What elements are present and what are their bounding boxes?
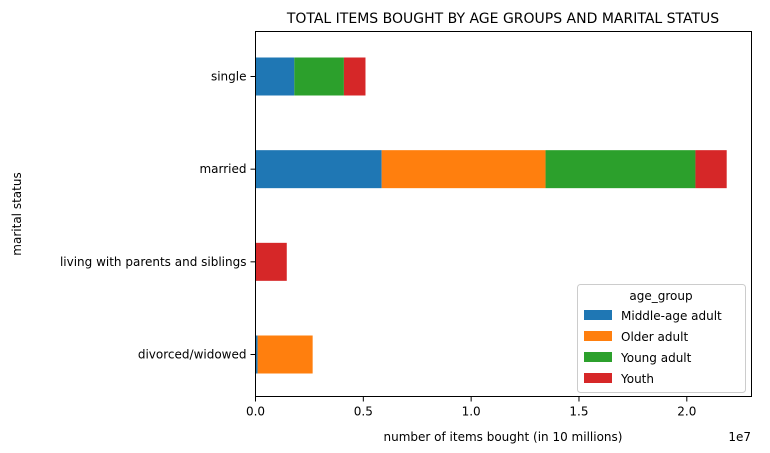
legend-swatch: [584, 373, 612, 383]
bar-single-young-adult: [294, 57, 344, 96]
legend-swatch: [584, 331, 612, 341]
bar-divorced-widowed-older-adult: [257, 335, 313, 374]
legend-title: age_group: [629, 289, 692, 303]
legend-box: [577, 284, 746, 393]
legend: age_group Middle-age adult Older adult You…: [577, 284, 746, 393]
legend-label: Youth: [620, 372, 654, 386]
plot-bars: [255, 57, 727, 374]
x-tick-label: 0.5: [354, 405, 373, 419]
x-tick-label: 0.0: [246, 405, 265, 419]
bar-married-middle-age-adult: [255, 150, 382, 189]
bar-married-youth: [695, 150, 727, 189]
y-tick-label: single: [211, 70, 247, 84]
x-tick-label: 2.0: [677, 405, 696, 419]
x-axis-label: number of items bought (in 10 millions): [384, 430, 623, 444]
y-tick-label: married: [199, 162, 246, 176]
bar-single-middle-age-adult: [255, 57, 295, 96]
legend-items: Middle-age adult Older adult Young adult Yo…: [584, 309, 722, 386]
x-tick-label: 1.0: [462, 405, 481, 419]
legend-swatch: [584, 310, 612, 320]
bar-living-with-parents-and-siblings-youth: [255, 242, 287, 281]
y-tick-label: living with parents and siblings: [60, 255, 247, 269]
bar-married-young-adult: [545, 150, 696, 189]
y-axis-ticks: divorced/widowed living with parents and …: [60, 70, 256, 362]
x-axis-ticks: 0.0 0.5 1.0 1.5 2.0: [246, 396, 696, 419]
bar-divorced-widowed-middle-age-adult: [255, 335, 258, 374]
x-tick-label: 1.5: [569, 405, 588, 419]
bar-single-youth: [343, 57, 366, 96]
x-axis-offset-label: 1e7: [728, 430, 751, 444]
y-tick-label: divorced/widowed: [138, 348, 247, 362]
bar-married-older-adult: [381, 150, 546, 189]
legend-label: Young adult: [620, 351, 692, 365]
plot-frame: [255, 31, 752, 397]
legend-swatch: [584, 352, 612, 362]
y-axis-label: marital status: [10, 172, 24, 255]
chart-title: TOTAL ITEMS BOUGHT BY AGE GROUPS AND MAR…: [286, 11, 719, 27]
legend-label: Middle-age adult: [621, 309, 722, 323]
legend-label: Older adult: [621, 330, 688, 344]
